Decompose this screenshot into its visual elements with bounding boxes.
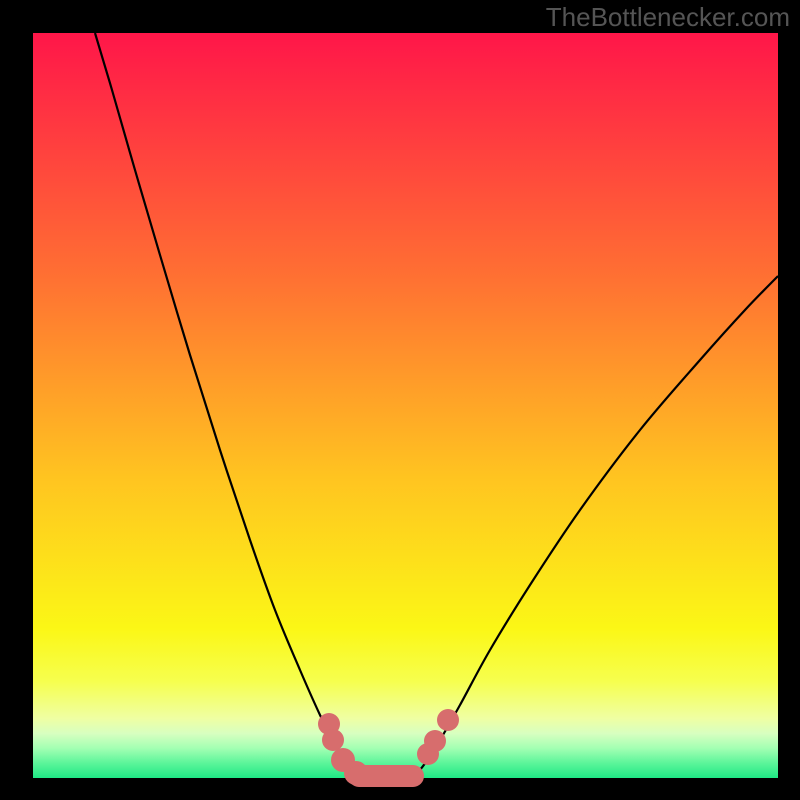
chart-svg [0, 0, 800, 800]
curve-right [412, 276, 778, 777]
curve-left [95, 33, 358, 777]
marker-point [424, 730, 446, 752]
marker-point [437, 709, 459, 731]
chart-frame: TheBottlenecker.com [0, 0, 800, 800]
bottom-bar [348, 765, 424, 787]
markers-right [417, 709, 459, 765]
marker-point [322, 729, 344, 751]
watermark-text: TheBottlenecker.com [546, 2, 790, 33]
